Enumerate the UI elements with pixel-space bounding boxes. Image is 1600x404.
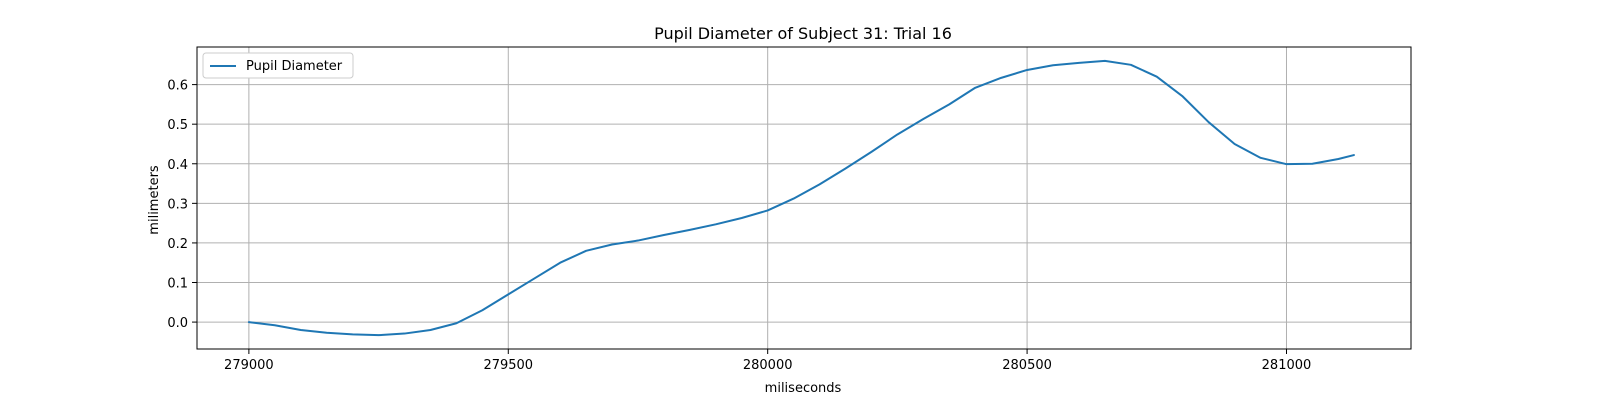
series-layer bbox=[247, 59, 1355, 337]
y-tick-label: 0.5 bbox=[167, 118, 188, 133]
series-line-pupil-diameter bbox=[247, 59, 1355, 337]
x-tick-label: 280000 bbox=[743, 358, 793, 373]
y-tick-label: 0.1 bbox=[167, 277, 188, 292]
x-tick-label: 279000 bbox=[224, 358, 274, 373]
x-axis-label: miliseconds bbox=[765, 381, 842, 396]
grid bbox=[197, 47, 1411, 349]
legend: Pupil Diameter bbox=[202, 52, 354, 79]
y-tick-label: 0.0 bbox=[167, 316, 188, 331]
y-tick-label: 0.4 bbox=[167, 158, 188, 173]
x-tick-label: 281000 bbox=[1262, 358, 1312, 373]
chart-title: Pupil Diameter of Subject 31: Trial 16 bbox=[654, 24, 952, 43]
legend-box bbox=[202, 52, 354, 79]
y-tick-label: 0.2 bbox=[167, 237, 188, 252]
y-axis-label: milimeters bbox=[147, 165, 162, 235]
x-axis-ticks: 279000 279500 280000 280500 281000 bbox=[224, 349, 1311, 373]
x-tick-label: 280500 bbox=[1002, 358, 1052, 373]
y-tick-label: 0.3 bbox=[167, 197, 188, 212]
legend-label: Pupil Diameter bbox=[246, 59, 343, 74]
y-axis-ticks: 0.0 0.1 0.2 0.3 0.4 0.5 0.6 bbox=[167, 79, 197, 331]
y-tick-label: 0.6 bbox=[167, 79, 188, 94]
x-tick-label: 279500 bbox=[483, 358, 533, 373]
plot-area-frame bbox=[196, 46, 1412, 350]
